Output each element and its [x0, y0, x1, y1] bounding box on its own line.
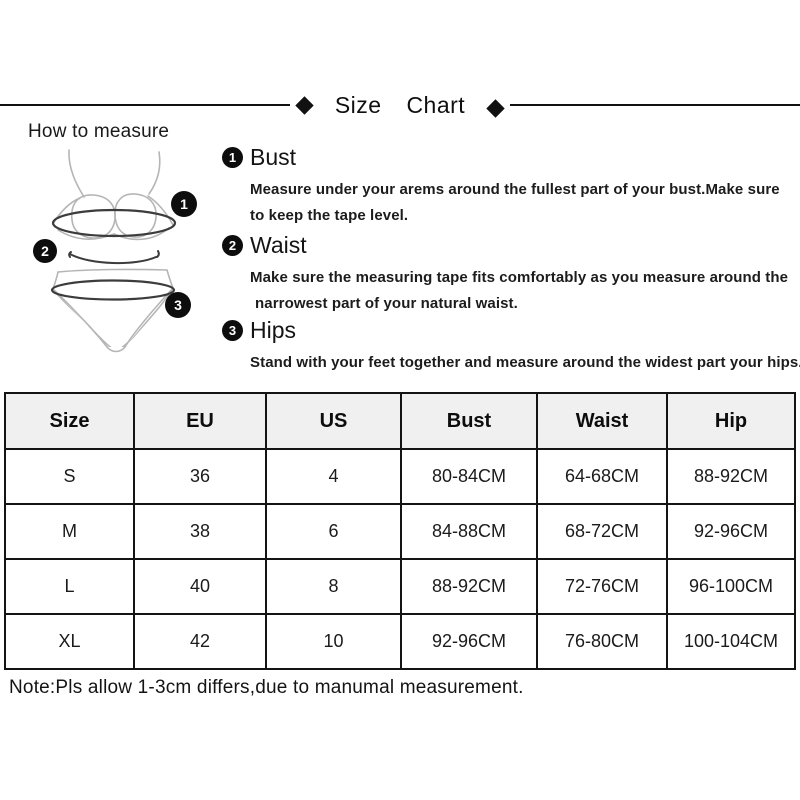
cell: 36 [133, 448, 267, 505]
col-header-eu: EU [133, 392, 267, 450]
title-rule-right [510, 104, 800, 106]
step-2-badge: 2 [222, 235, 243, 256]
table-row-m: M 38 6 84-88CM 68-72CM 92-96CM [4, 503, 796, 560]
cell: 80-84CM [400, 448, 538, 505]
cell: 92-96CM [400, 613, 538, 670]
step-3-badge: 3 [222, 320, 243, 341]
text-line: narrowest part of your natural waist. [255, 295, 518, 312]
cell: 64-68CM [536, 448, 668, 505]
table-row-s: S 36 4 80-84CM 64-68CM 88-92CM [4, 448, 796, 505]
cell: 88-92CM [400, 558, 538, 615]
text-line: to keep the tape level. [250, 207, 409, 224]
cell: 72-76CM [536, 558, 668, 615]
instruction-waist-text: Make sure the measuring tape fits comfor… [250, 265, 794, 317]
instruction-hips-label: Hips [250, 317, 297, 343]
cell: 4 [265, 448, 402, 505]
instruction-bust-label: Bust [250, 144, 297, 170]
col-header-hip: Hip [666, 392, 796, 450]
figure-marker-3: 3 [174, 297, 182, 313]
cell: 88-92CM [666, 448, 796, 505]
diamond-icon [295, 95, 314, 115]
cell: 76-80CM [536, 613, 668, 670]
instruction-bust: 1 Bust Measure under your arems around t… [222, 144, 794, 229]
size-table: Size EU US Bust Waist Hip S 36 4 80-84CM… [4, 392, 796, 670]
table-header-row: Size EU US Bust Waist Hip [4, 392, 796, 450]
table-row-l: L 40 8 88-92CM 72-76CM 96-100CM [4, 558, 796, 615]
cell: 84-88CM [400, 503, 538, 560]
step-1-badge: 1 [222, 147, 243, 168]
instruction-hips: 3 Hips Stand with your feet together and… [222, 317, 800, 376]
cell: 42 [133, 613, 267, 670]
cell: XL [4, 613, 135, 670]
instruction-waist-label: Waist [250, 232, 307, 258]
instruction-waist: 2 Waist Make sure the measuring tape fit… [222, 232, 794, 317]
instruction-hips-text: Stand with your feet together and measur… [250, 350, 800, 376]
measurement-note: Note:Pls allow 1-3cm differs,due to manu… [9, 677, 524, 698]
text-line: Measure under your arems around the full… [250, 181, 780, 198]
col-header-bust: Bust [400, 392, 538, 450]
figure-markers: 1 2 3 [33, 191, 197, 318]
col-header-size: Size [4, 392, 135, 450]
bikini-measurement-diagram-icon: 1 2 3 [33, 149, 197, 353]
cell: 38 [133, 503, 267, 560]
table-row-xl: XL 42 10 92-96CM 76-80CM 100-104CM [4, 613, 796, 670]
instruction-waist-heading: 2 Waist [222, 232, 794, 259]
instruction-bust-heading: 1 Bust [222, 144, 794, 171]
cell: S [4, 448, 135, 505]
text-line: Stand with your feet together and measur… [250, 354, 800, 371]
col-header-us: US [265, 392, 402, 450]
cell: 92-96CM [666, 503, 796, 560]
cell: 100-104CM [666, 613, 796, 670]
cell: 68-72CM [536, 503, 668, 560]
cell: 40 [133, 558, 267, 615]
cell: 10 [265, 613, 402, 670]
figure-marker-1: 1 [180, 196, 188, 212]
text-line: Make sure the measuring tape fits comfor… [250, 269, 789, 286]
cell: M [4, 503, 135, 560]
title-banner: Size Chart [0, 90, 800, 120]
instruction-hips-heading: 3 Hips [222, 317, 794, 344]
how-to-measure-label: How to measure [28, 121, 170, 142]
col-header-waist: Waist [536, 392, 668, 450]
page-title: Size Chart [334, 91, 466, 118]
cell: 6 [265, 503, 402, 560]
cell: 8 [265, 558, 402, 615]
cell: 96-100CM [666, 558, 796, 615]
title-rule-left [0, 104, 290, 106]
figure-marker-2: 2 [41, 243, 49, 259]
diamond-icon [486, 98, 505, 118]
instruction-bust-text: Measure under your arems around the full… [250, 177, 794, 229]
cell: L [4, 558, 135, 615]
